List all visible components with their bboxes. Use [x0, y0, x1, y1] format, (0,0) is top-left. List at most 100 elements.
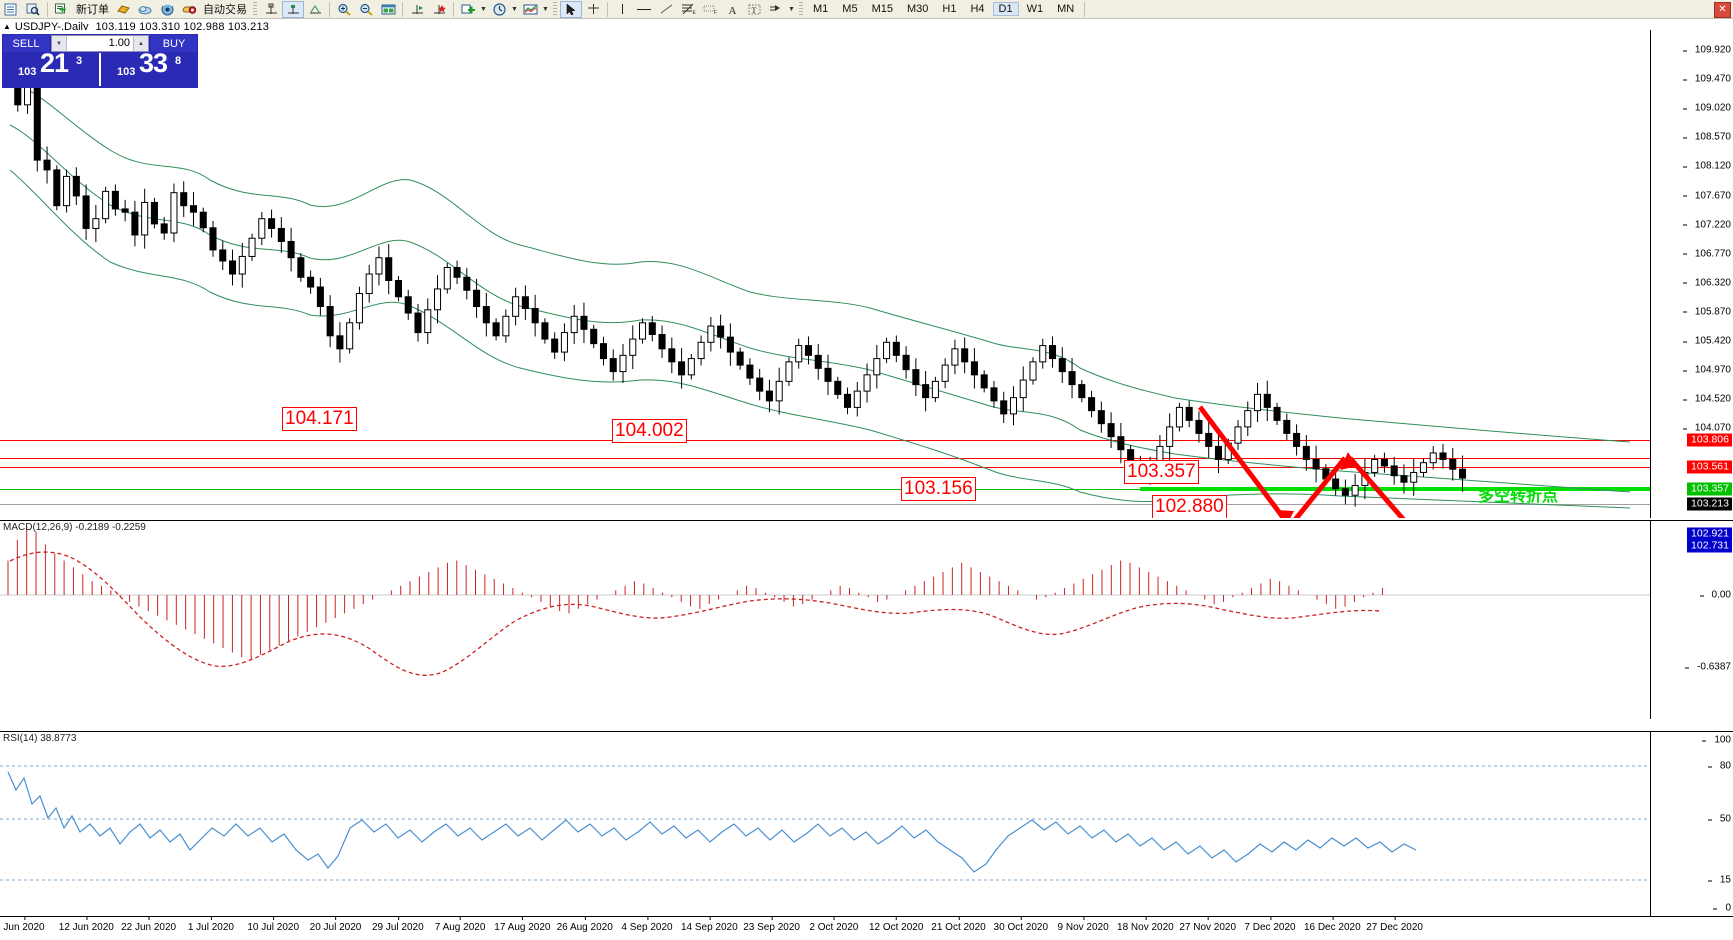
rsi-tick-15: 15	[1707, 874, 1731, 886]
annotation-104171: 104.171	[282, 407, 357, 431]
tab-timeframe-m5[interactable]: M5	[842, 3, 858, 15]
chart-ohlc-values: 103.119 103.310 102.988 103.213	[95, 20, 270, 33]
volume-input[interactable]: 1.00	[108, 37, 130, 49]
annotation-102880: 102.880	[1152, 495, 1227, 518]
tab-timeframe-d1[interactable]: D1	[992, 2, 1019, 16]
tab-timeframe-w1[interactable]: W1	[1026, 3, 1044, 15]
annotation-103156: 103.156	[901, 477, 976, 501]
price-badge-103806: 103.806	[1687, 433, 1732, 447]
date-axis-tick: 2 Oct 2020	[809, 916, 859, 933]
zoom-in-icon[interactable]	[333, 1, 355, 18]
autotrading-icon[interactable]	[178, 1, 200, 18]
volume-stepper[interactable]: ▼ 1.00 ▲	[51, 35, 149, 52]
level-line-103638	[0, 458, 1650, 459]
date-axis-tick: 18 Nov 2020	[1117, 916, 1174, 933]
crosshair-icon[interactable]	[582, 1, 604, 18]
date-axis-tick: 30 Oct 2020	[993, 916, 1049, 933]
bollinger-lower-band	[9, 169, 1631, 509]
price-axis-tick: 106.770	[1682, 248, 1731, 260]
sell-quote[interactable]: 103 21 3	[2, 48, 99, 86]
hline-icon[interactable]	[633, 1, 655, 18]
label-icon[interactable]: T	[743, 1, 765, 18]
date-axis-tick: 12 Jun 2020	[58, 916, 114, 933]
period-icon[interactable]	[488, 1, 510, 18]
rsi-pane: RSI(14) 38.8773 100 80 50 15 0	[0, 731, 1733, 917]
autotrading-label[interactable]: 自动交易	[203, 4, 247, 16]
rsi-axis[interactable]: 100 80 50 15 0	[1650, 732, 1733, 917]
cursor-icon[interactable]	[560, 0, 582, 18]
cloud-icon[interactable]	[134, 1, 156, 18]
chevron-down-icon[interactable]: ▼	[480, 5, 487, 13]
indicators-icon[interactable]	[112, 1, 134, 18]
crosshair-tool-icon[interactable]	[260, 1, 282, 18]
one-click-trade-panel[interactable]: SELL ▼ 1.00 ▲ BUY 103 21 3 103 33 8	[2, 34, 198, 88]
tab-timeframe-mn[interactable]: MN	[1057, 3, 1075, 15]
price-axis[interactable]: 109.920 109.470 109.020 108.570 108.120 107.6…	[1650, 30, 1733, 553]
sell-button[interactable]: SELL	[3, 35, 49, 52]
svg-text:E: E	[692, 10, 696, 16]
add-indicator-icon[interactable]	[457, 1, 479, 18]
bollinger-middle-band	[9, 124, 1631, 493]
chevron-down-icon-2[interactable]: ▼	[511, 5, 518, 13]
buy-button[interactable]: BUY	[151, 35, 197, 52]
new-order-icon[interactable]	[51, 1, 73, 18]
tab-timeframe-h4[interactable]: H4	[970, 3, 985, 15]
templates-icon[interactable]	[519, 1, 541, 18]
rsi-tick-100: 100	[1702, 734, 1731, 746]
trendline-icon[interactable]	[655, 1, 677, 18]
new-order-label[interactable]: 新订单	[76, 4, 109, 16]
objects-icon[interactable]	[765, 1, 787, 18]
play-icon[interactable]	[406, 1, 428, 18]
annotation-104002: 104.002	[612, 419, 687, 443]
level-line-103561	[0, 467, 1650, 468]
tile-windows-icon[interactable]	[377, 1, 399, 18]
macd-plot-area[interactable]	[0, 521, 1650, 719]
tab-timeframe-m15[interactable]: M15	[871, 3, 893, 15]
rsi-plot-area[interactable]	[0, 732, 1650, 917]
macd-axis[interactable]: 0.5592 0.00 -0.6387	[1650, 521, 1733, 719]
signal-icon[interactable]	[156, 1, 178, 18]
date-axis[interactable]: Jun 2020 12 Jun 2020 22 Jun 2020 1 Jul 2020…	[0, 916, 1733, 940]
tab-timeframe-m1[interactable]: M1	[813, 3, 829, 15]
fibo-icon[interactable]: E	[677, 1, 699, 18]
buy-quote[interactable]: 103 33 8	[99, 48, 198, 86]
step-icon[interactable]	[428, 1, 450, 18]
vline-icon[interactable]	[611, 1, 633, 18]
annotation-103357: 103.357	[1124, 460, 1199, 484]
chart-shift-icon[interactable]	[304, 1, 326, 18]
volume-decrease-icon[interactable]: ▼	[52, 36, 67, 51]
vertical-line-icon[interactable]	[282, 0, 304, 18]
level-line-103213	[0, 504, 1650, 505]
toolbar-grip[interactable]	[253, 1, 257, 17]
volume-increase-icon[interactable]: ▲	[133, 36, 148, 51]
search-icon[interactable]	[22, 1, 44, 18]
chevron-down-icon-4[interactable]: ▼	[788, 5, 795, 13]
close-icon[interactable]: ✕	[1714, 2, 1731, 18]
chart-symbol-label: USDJPY-,Daily	[14, 20, 89, 33]
price-badge-102921: 102.921	[1687, 527, 1732, 541]
toolbar-grip-3[interactable]	[799, 1, 803, 17]
date-axis-tick: 16 Dec 2020	[1303, 916, 1361, 933]
candlestick-series	[4, 54, 1467, 507]
channel-icon[interactable]: F	[699, 1, 721, 18]
tab-timeframe-m30[interactable]: M30	[906, 3, 929, 15]
text-icon[interactable]: A	[721, 1, 743, 18]
bollinger-upper-band	[9, 81, 1631, 443]
price-plot-area[interactable]: 104.171 104.002 103.156 103.357 102.880 …	[0, 30, 1650, 518]
date-axis-tick: Jun 2020	[3, 916, 45, 933]
price-badge-103213: 103.213	[1687, 497, 1732, 511]
rsi-chart-svg	[0, 765, 1650, 881]
price-axis-tick: 108.570	[1682, 131, 1731, 143]
chevron-down-icon-3[interactable]: ▼	[542, 5, 549, 13]
toolbar-grip-2[interactable]	[553, 1, 557, 17]
date-axis-tick: 14 Sep 2020	[680, 916, 738, 933]
list-icon[interactable]	[0, 1, 22, 18]
collapse-triangle-icon[interactable]: ▲	[3, 22, 11, 31]
price-pane: 104.171 104.002 103.156 103.357 102.880 …	[0, 30, 1733, 553]
price-chart-svg	[4, 54, 1631, 518]
tab-timeframe-h1[interactable]: H1	[942, 3, 957, 15]
sell-price-pip: 3	[76, 55, 83, 67]
date-axis-tick: 23 Sep 2020	[743, 916, 800, 933]
zoom-out-icon[interactable]	[355, 1, 377, 18]
buy-price-prefix: 103	[117, 66, 136, 78]
